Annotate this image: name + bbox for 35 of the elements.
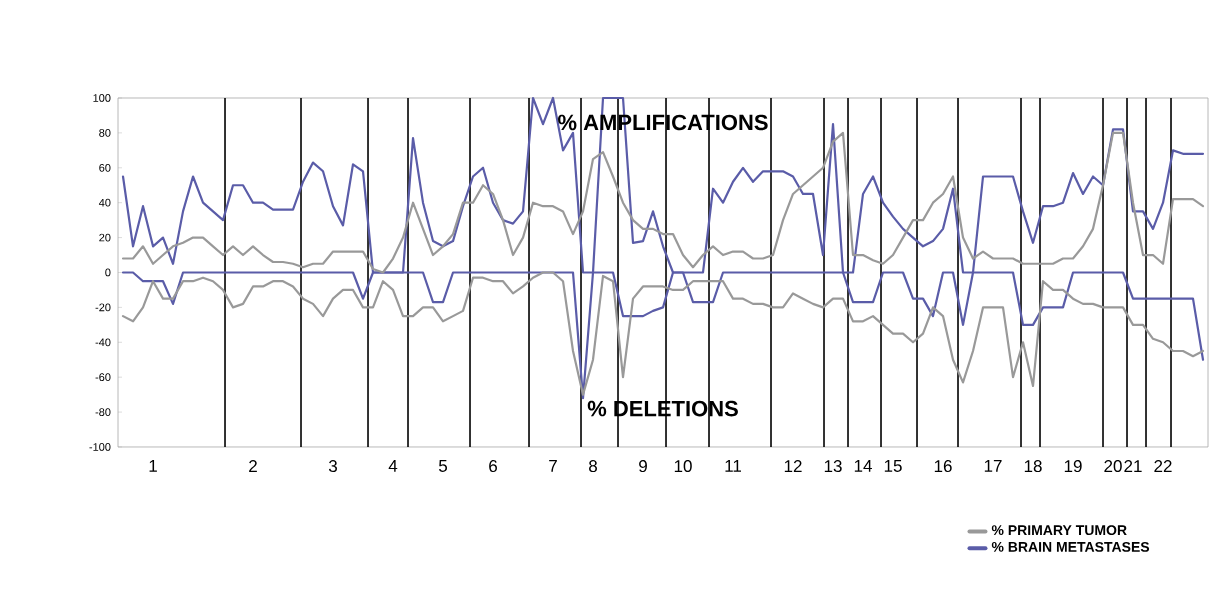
x-tick-label: 11 [725, 460, 742, 472]
x-tick-label: 19 [1064, 460, 1082, 473]
x-tick-label: 8 [589, 460, 597, 473]
x-tick-label: 18 [1024, 460, 1042, 473]
x-tick-label: 1 [149, 460, 157, 472]
x-tick-label: 17 [984, 460, 1002, 472]
x-tick-label: 10 [674, 460, 692, 473]
x-tick-label: 5 [438, 460, 448, 472]
legend-label: % PRIMARY TUMOR [991, 525, 1127, 536]
y-tick-label: 80 [99, 128, 111, 137]
y-tick-label: -100 [89, 443, 111, 451]
x-tick-label: 12 [784, 460, 802, 472]
y-tick-label: 100 [93, 94, 111, 102]
x-tick-label: 13 [824, 460, 842, 473]
x-tick-label: 15 [884, 460, 902, 472]
y-tick-label: 40 [98, 198, 111, 207]
legend-label: % BRAIN METASTASES [991, 541, 1150, 552]
x-tick-label: 14 [854, 460, 872, 472]
x-tick-label: 22 [1154, 460, 1172, 472]
y-tick-label: 60 [99, 163, 111, 172]
x-tick-label: 16 [934, 460, 952, 473]
x-tick-label: 20 [1104, 460, 1122, 473]
y-tick-label: -40 [95, 338, 111, 347]
y-tick-label: -80 [95, 408, 111, 416]
x-tick-label: 2 [249, 460, 257, 472]
x-tick-label: 7 [549, 460, 557, 472]
x-tick-label: 3 [328, 460, 337, 473]
y-tick-label: 20 [99, 233, 111, 242]
x-tick-label: 4 [388, 460, 398, 472]
x-tick-label: 21 [1124, 460, 1142, 472]
x-tick-label: 6 [489, 460, 497, 473]
y-tick-label: 0 [105, 268, 111, 277]
y-tick-label: -60 [95, 373, 111, 382]
y-tick-label: -20 [95, 303, 111, 312]
x-tick-label: 9 [639, 460, 647, 473]
